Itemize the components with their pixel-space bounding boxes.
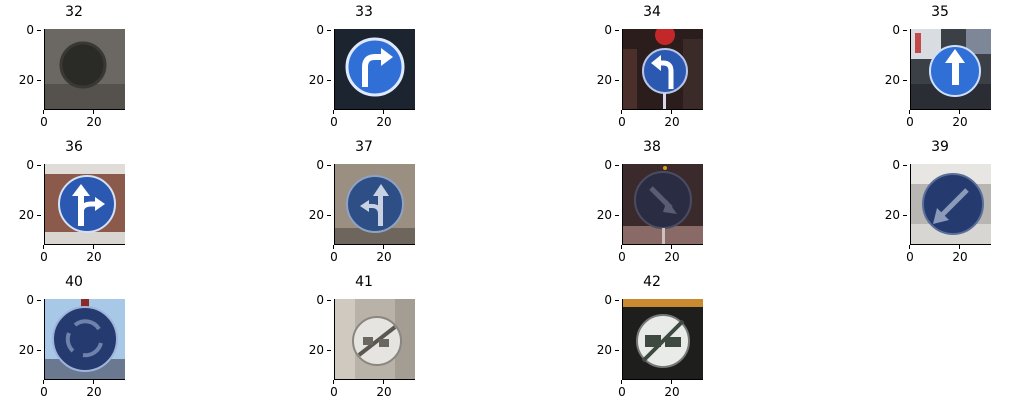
- x-tick-label: 0: [610, 380, 634, 398]
- x-tick-label: 20: [372, 110, 396, 128]
- y-tick-label: 20: [588, 209, 619, 221]
- panel-33: 33 0 20 0 20: [290, 4, 415, 134]
- panel-title: 35: [931, 4, 949, 20]
- keep-left-sign-icon: [911, 164, 991, 244]
- x-tick-label: 0: [32, 110, 56, 128]
- keep-right-sign-icon: [623, 164, 703, 244]
- y-tick-label: 0: [10, 294, 41, 306]
- panel-title: 38: [643, 139, 661, 155]
- y-tick-label: 20: [10, 344, 41, 356]
- y-tick-label: 0: [300, 159, 331, 171]
- x-tick-label: 0: [898, 245, 922, 263]
- panel-title: 37: [355, 139, 373, 155]
- x-tick-label: 0: [322, 245, 346, 263]
- ahead-only-sign-icon: [911, 29, 991, 109]
- go-straight-or-right-sign-icon: [45, 164, 125, 244]
- x-tick-label: 0: [322, 380, 346, 398]
- y-tick-label: 20: [10, 209, 41, 221]
- panel-title: 36: [65, 139, 83, 155]
- x-tick-label: 20: [82, 245, 106, 263]
- panel-38: 38 0 20 0 20: [578, 139, 703, 269]
- x-tick-label: 20: [948, 110, 972, 128]
- x-tick-label: 0: [32, 380, 56, 398]
- go-straight-or-left-sign-icon: [335, 164, 415, 244]
- y-tick-label: 0: [588, 294, 619, 306]
- x-tick-label: 0: [610, 245, 634, 263]
- y-tick-label: 20: [876, 209, 907, 221]
- y-tick-label: 0: [300, 24, 331, 36]
- x-tick-label: 20: [82, 110, 106, 128]
- panel-32: 32 0 20 0 20: [0, 4, 125, 134]
- y-tick-label: 20: [300, 344, 331, 356]
- y-tick-label: 0: [876, 24, 907, 36]
- panel-title: 32: [65, 4, 83, 20]
- sign-image: [910, 164, 991, 245]
- panel-42: 42 0 20 0 20: [578, 274, 703, 404]
- x-tick-label: 20: [660, 110, 684, 128]
- y-tick-label: 20: [876, 74, 907, 86]
- x-tick-label: 20: [948, 245, 972, 263]
- panel-40: 40 0 20 0 20: [0, 274, 125, 404]
- sign-image: [622, 164, 703, 245]
- panel-35: 35 0 20 0 20: [866, 4, 991, 134]
- x-tick-label: 20: [660, 245, 684, 263]
- x-tick-label: 20: [372, 380, 396, 398]
- y-tick-label: 0: [10, 24, 41, 36]
- panel-title: 41: [355, 274, 373, 290]
- roundabout-sign-icon: [45, 299, 125, 379]
- x-tick-label: 20: [82, 380, 106, 398]
- panel-title: 33: [355, 4, 373, 20]
- panel-34: 34 0 20 0 20: [578, 4, 703, 134]
- y-tick-label: 0: [588, 159, 619, 171]
- panel-title: 34: [643, 4, 661, 20]
- y-tick-label: 20: [10, 74, 41, 86]
- panel-title: 42: [643, 274, 661, 290]
- x-tick-label: 0: [610, 110, 634, 128]
- sign-image: [622, 299, 703, 380]
- y-tick-label: 20: [588, 74, 619, 86]
- y-tick-label: 20: [588, 344, 619, 356]
- turn-right-ahead-sign-icon: [335, 29, 415, 109]
- end-of-no-passing-sign-icon: [335, 299, 415, 379]
- y-tick-label: 0: [300, 294, 331, 306]
- x-tick-label: 20: [372, 245, 396, 263]
- y-tick-label: 20: [300, 209, 331, 221]
- x-tick-label: 0: [322, 110, 346, 128]
- sign-image: [910, 29, 991, 110]
- panel-title: 39: [931, 139, 949, 155]
- panel-41: 41 0 20 0 20: [290, 274, 415, 404]
- y-tick-label: 20: [300, 74, 331, 86]
- panel-36: 36 0 20 0 20: [0, 139, 125, 269]
- end-of-limits-sign-icon: [45, 29, 125, 109]
- x-tick-label: 0: [32, 245, 56, 263]
- sign-image: [44, 299, 125, 380]
- y-tick-label: 0: [876, 159, 907, 171]
- sign-image: [44, 29, 125, 110]
- sign-image: [334, 164, 415, 245]
- sign-image: [334, 29, 415, 110]
- turn-left-ahead-sign-icon: [623, 29, 703, 109]
- y-tick-label: 0: [10, 159, 41, 171]
- sign-image: [622, 29, 703, 110]
- panel-title: 40: [65, 274, 83, 290]
- end-of-no-passing-trucks-sign-icon: [623, 299, 703, 379]
- panel-37: 37 0 20 0 20: [290, 139, 415, 269]
- sign-image: [334, 299, 415, 380]
- y-tick-label: 0: [588, 24, 619, 36]
- x-tick-label: 20: [660, 380, 684, 398]
- sign-image: [44, 164, 125, 245]
- panel-39: 39 0 20 0 20: [866, 139, 991, 269]
- x-tick-label: 0: [898, 110, 922, 128]
